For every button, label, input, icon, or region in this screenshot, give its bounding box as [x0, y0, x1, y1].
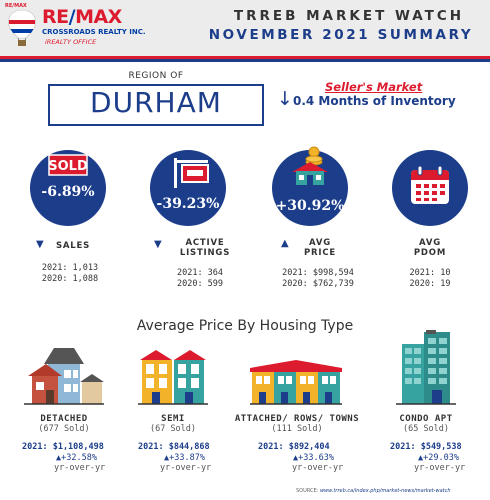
- months-of-inventory: 0.4 Months of Inventory: [293, 94, 456, 108]
- pdom-label: AVG PDOM: [400, 238, 460, 258]
- sold-badge-text: SOLD: [48, 159, 88, 174]
- condo-yoy: yr-over-yr: [414, 463, 466, 473]
- pdom-2020: 2020: 19: [409, 279, 451, 289]
- sales-2021: 2021: 1,013: [41, 263, 99, 273]
- header-band: [0, 0, 490, 56]
- price-change: +30.92%: [275, 198, 345, 214]
- pdom-2021: 2021: 10: [409, 268, 451, 278]
- triangle-up-icon: ▲: [281, 238, 289, 249]
- triangle-down-icon: ▼: [36, 239, 44, 250]
- semi-price: 2021: $844,868: [138, 442, 210, 452]
- logo-company-name: CROSSROADS REALTY INC.: [42, 28, 146, 36]
- logo-small-mark: RE/MAX: [5, 3, 27, 9]
- detached-change: ▲+32.58%: [56, 453, 97, 463]
- listings-2020: 2020: 599: [176, 279, 224, 289]
- triangle-up-icon: ▲: [418, 453, 424, 463]
- housing-section-title: Average Price By Housing Type: [136, 318, 354, 334]
- pdom-label-line2: PDOM: [413, 248, 447, 258]
- pdom-label-line1: AVG: [419, 238, 441, 248]
- listings-label-line2: LISTINGS: [179, 248, 231, 258]
- region-name: DURHAM: [90, 86, 222, 119]
- remax-logo: RE/MAX RE/MAX CROSSROADS REALTY INC. iRE…: [5, 3, 146, 54]
- listings-2021: 2021: 364: [176, 268, 224, 278]
- triangle-up-icon: ▲: [56, 453, 62, 463]
- price-label-line1: AVG: [309, 238, 331, 248]
- price-2020: 2020: $762,739: [282, 279, 354, 289]
- detached-yoy: yr-over-yr: [54, 463, 106, 473]
- listings-label-line1: ACTIVE: [185, 238, 225, 248]
- triangle-down-icon: ▼: [154, 239, 162, 250]
- semi-yoy: yr-over-yr: [160, 463, 212, 473]
- semi-house-icon: [138, 348, 208, 406]
- semi-change: ▲+33.87%: [164, 453, 205, 463]
- semi-sold: (67 Sold): [149, 424, 197, 434]
- sold-sign-icon: SOLD: [48, 152, 88, 180]
- detached-price: 2021: $1,108,498: [22, 442, 104, 452]
- listings-label: ACTIVE LISTINGS: [175, 238, 235, 258]
- attached-name: ATTACHED/ ROWS/ TOWNS: [234, 414, 360, 424]
- detached-sold: (677 Sold): [38, 424, 90, 434]
- attached-yoy: yr-over-yr: [292, 463, 344, 473]
- sales-label: SALES: [56, 241, 91, 251]
- logo-office-name: iREALTY OFFICE: [45, 38, 97, 46]
- triangle-up-icon: ▲: [293, 453, 299, 463]
- condo-tower-icon: [396, 330, 456, 406]
- page-subtitle: NOVEMBER 2021 SUMMARY: [208, 27, 474, 43]
- logo-wordmark: RE/MAX: [42, 6, 122, 28]
- arrow-down-icon: ↓: [277, 88, 293, 110]
- condo-price: 2021: $549,538: [390, 442, 462, 452]
- source-label: SOURCE:: [296, 488, 319, 494]
- condo-sold: (65 Sold): [402, 424, 450, 434]
- price-label: AVG PRICE: [300, 238, 340, 258]
- source-note: SOURCE: www.trreb.ca/index.php/market-ne…: [296, 488, 451, 494]
- region-frame: [48, 84, 264, 126]
- page-title: TRREB MARKET WATCH: [233, 8, 465, 24]
- sales-2020: 2020: 1,088: [41, 274, 99, 284]
- header-divider-blue: [0, 59, 490, 62]
- market-type: Seller's Market: [325, 80, 423, 94]
- attached-change: ▲+33.63%: [293, 453, 334, 463]
- source-link[interactable]: www.trreb.ca/index.php/market-news/marke…: [319, 488, 451, 494]
- attached-price: 2021: $892,404: [258, 442, 330, 452]
- triangle-up-icon: ▲: [164, 453, 170, 463]
- region-box: REGION OF DURHAM: [48, 68, 264, 126]
- price-2021: 2021: $998,594: [282, 268, 354, 278]
- house-coins-icon: [288, 146, 334, 186]
- listings-change: -39.23%: [156, 196, 220, 212]
- hot-air-balloon-icon: [8, 9, 36, 46]
- header-divider-red: [0, 56, 490, 59]
- price-label-line2: PRICE: [304, 248, 336, 258]
- sales-change: -6.89%: [41, 184, 95, 200]
- detached-house-icon: [24, 342, 104, 406]
- townhouse-row-icon: [250, 358, 342, 406]
- region-label: REGION OF: [128, 71, 184, 81]
- condo-name: CONDO APT: [399, 414, 453, 424]
- condo-change: ▲+29.03%: [418, 453, 459, 463]
- calendar-icon: [408, 164, 452, 208]
- attached-sold: (111 Sold): [271, 424, 323, 434]
- semi-name: SEMI: [161, 414, 185, 424]
- detached-name: DETACHED: [40, 414, 88, 424]
- listing-sign-icon: [168, 156, 212, 188]
